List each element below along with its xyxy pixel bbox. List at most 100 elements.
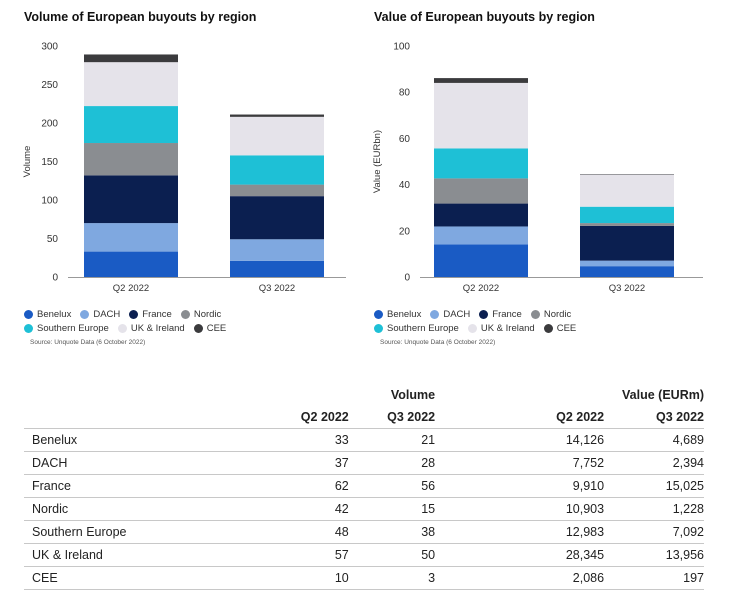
bar-segment-benelux (84, 251, 178, 277)
row-region-label: Benelux (24, 428, 256, 452)
legend-label: CEE (556, 322, 577, 334)
legend-label: Benelux (37, 308, 72, 320)
legend-swatch (24, 309, 33, 319)
legend-item: France (479, 309, 522, 320)
legend-item: CEE (543, 322, 577, 334)
legend-swatch (374, 323, 383, 333)
value-q3-cell: 4,689 (604, 428, 704, 452)
volume-q3-cell: 15 (348, 497, 436, 521)
legend-label: Nordic (193, 308, 222, 320)
y-tick-label: 50 (47, 234, 59, 245)
value-q2-cell: 7,752 (435, 451, 605, 475)
x-tick-label: Q2 2022 (113, 283, 149, 294)
bar-segment-cee (230, 114, 324, 117)
y-tick-label: 200 (41, 119, 58, 130)
row-region-label: CEE (24, 566, 256, 590)
volume-q2-cell: 62 (255, 474, 349, 498)
y-tick-label: 20 (399, 226, 411, 237)
legend-item: CEE (193, 322, 227, 334)
legend-label: Nordic (543, 308, 572, 320)
y-tick-label: 300 (41, 42, 58, 53)
legend-swatch (193, 323, 203, 333)
legend-swatch (543, 323, 553, 333)
value-group-header: Value (EURm) (622, 388, 704, 402)
column-header: Q2 2022 (300, 410, 349, 424)
row-region-label: DACH (24, 451, 256, 475)
y-tick-label: 150 (41, 157, 58, 168)
value-q2-cell: 14,126 (435, 428, 605, 452)
table-column-header-row: Q2 2022 Q3 2022 Q2 2022 Q3 2022 (24, 406, 704, 429)
legend-item: DACH (430, 309, 470, 320)
row-region-label: France (24, 474, 256, 498)
table-row: Nordic 42 15 10,903 1,228 (24, 497, 704, 521)
value-chart-legend: Benelux DACH France Nordic Southern Europe UK… (374, 307, 585, 335)
legend-swatch (374, 309, 383, 319)
value-chart-source: Source: Unquote Data (6 October 2022) (380, 339, 496, 346)
y-tick-label: 60 (399, 134, 411, 145)
legend-label: UK & Ireland (480, 322, 535, 334)
volume-q3-cell: 3 (348, 566, 436, 590)
bar-segment-france (230, 196, 324, 240)
bar-segment-nordic (84, 143, 178, 176)
legend-swatch (129, 309, 139, 319)
bar-segment-uk-ireland (230, 116, 324, 156)
bar-segment-nordic (434, 178, 528, 204)
y-tick-label: 100 (393, 42, 410, 53)
bar-segment-benelux (580, 266, 674, 277)
legend-swatch (430, 309, 440, 319)
legend-swatch (24, 323, 33, 333)
row-region-label: Nordic (24, 497, 256, 521)
legend-item: France (129, 309, 172, 320)
legend-swatch (117, 323, 127, 333)
legend-item: Benelux (24, 309, 71, 320)
bar-segment-benelux (230, 260, 324, 277)
legend-swatch (479, 309, 489, 319)
legend-item: DACH (80, 309, 120, 320)
bar-segment-southern-europe (580, 206, 674, 224)
buyouts-table: Volume Value (EURm) Q2 2022 Q3 2022 Q2 2… (24, 384, 704, 590)
volume-q3-cell: 50 (348, 543, 436, 567)
legend-item: UK & Ireland (467, 322, 535, 334)
legend-swatch (530, 309, 540, 319)
value-chart-title: Value of European buyouts by region (374, 10, 595, 24)
value-q3-cell: 197 (604, 566, 704, 590)
volume-q3-cell: 38 (348, 520, 436, 544)
legend-label: France (492, 308, 522, 320)
legend-swatch (467, 323, 477, 333)
value-chart: 0 20 40 60 80 100 Value (EURbn) Q2 2022 Q3 2022 (372, 42, 703, 294)
legend-label: Southern Europe (37, 322, 109, 334)
volume-q2-cell: 10 (255, 566, 349, 590)
table-row: UK & Ireland 57 50 28,345 13,956 (24, 543, 704, 567)
legend-label: CEE (206, 322, 227, 334)
bar-segment-nordic (230, 184, 324, 197)
column-header: Q3 2022 (387, 410, 436, 424)
table-group-header-row: Volume Value (EURm) (24, 384, 704, 406)
y-axis-label: Volume (22, 146, 33, 178)
table-row: CEE 10 3 2,086 197 (24, 566, 704, 590)
table-row: Benelux 33 21 14,126 4,689 (24, 428, 704, 452)
legend-row: Benelux DACH France Nordic (24, 307, 235, 321)
volume-chart: 0 50 100 150 200 250 300 Volume Q2 2022 Q3 2022 (22, 42, 346, 294)
y-tick-label: 40 (399, 180, 411, 191)
bar-segment-southern-europe (230, 155, 324, 185)
value-q2-cell: 12,983 (435, 520, 605, 544)
bar-segment-dach (84, 223, 178, 252)
legend-swatch (80, 309, 90, 319)
legend-item: Southern Europe (24, 323, 109, 334)
legend-label: Benelux (387, 308, 422, 320)
x-tick-label: Q3 2022 (259, 283, 295, 294)
volume-q2-cell: 33 (255, 428, 349, 452)
legend-label: France (142, 308, 172, 320)
bar-segment-cee (434, 78, 528, 83)
legend-label: DACH (93, 308, 121, 320)
bar-segment-france (580, 225, 674, 261)
value-q2-cell: 10,903 (435, 497, 605, 521)
legend-item: Nordic (180, 308, 222, 320)
volume-chart-legend: Benelux DACH France Nordic Southern Europe UK… (24, 307, 235, 335)
value-q3-cell: 13,956 (604, 543, 704, 567)
row-region-label: Southern Europe (24, 520, 256, 544)
bar-segment-uk-ireland (84, 62, 178, 107)
volume-q3-cell: 28 (348, 451, 436, 475)
table-row: DACH 37 28 7,752 2,394 (24, 451, 704, 475)
y-tick-label: 0 (52, 273, 58, 284)
